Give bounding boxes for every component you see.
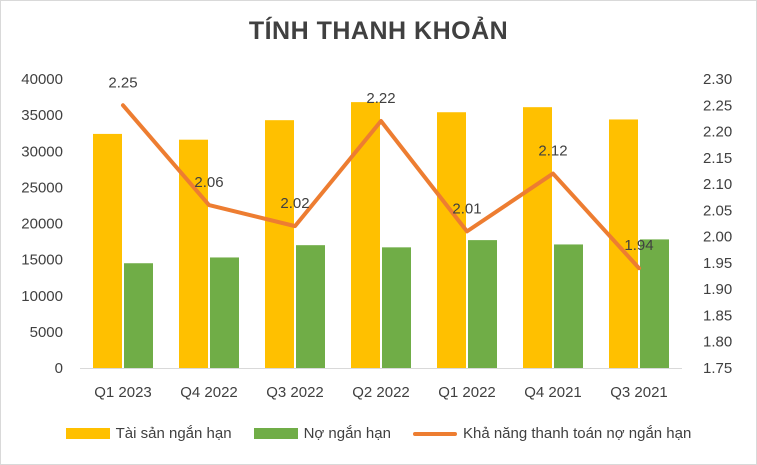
x-tick-label: Q2 2022	[352, 384, 410, 401]
y-right-tick-label: 2.00	[703, 229, 732, 246]
y-right-tick-label: 2.25	[703, 97, 732, 114]
y-right-tick-label: 1.90	[703, 281, 732, 298]
y-left-tick-label: 5000	[30, 324, 63, 341]
legend-label-no: Nợ ngắn hạn	[303, 425, 391, 442]
legend-item-kha-nang: Khả năng thanh toán nợ ngắn hạn	[412, 425, 692, 442]
legend-swatch-no	[253, 428, 298, 439]
legend-swatch-kha-nang	[412, 431, 457, 436]
bar-no	[468, 240, 497, 368]
line-data-label: 2.06	[194, 174, 223, 191]
y-left-tick-label: 25000	[21, 179, 63, 196]
legend-item-no: Nợ ngắn hạn	[253, 425, 391, 442]
bar-tai-san	[93, 133, 122, 368]
bar-tai-san	[265, 120, 294, 369]
y-left-tick-label: 40000	[21, 71, 63, 88]
legend-label-kha-nang: Khả năng thanh toán nợ ngắn hạn	[462, 425, 692, 442]
x-tick-label: Q4 2022	[180, 384, 238, 401]
y-left-tick-label: 35000	[21, 107, 63, 124]
line-data-label: 1.94	[624, 237, 653, 254]
legend-swatch-tai-san	[65, 428, 110, 439]
line-data-label: 2.22	[366, 90, 395, 107]
y-right-tick-label: 2.15	[703, 150, 732, 167]
x-tick-label: Q1 2022	[438, 384, 496, 401]
x-tick-label: Q1 2023	[94, 384, 152, 401]
bar-no	[640, 239, 669, 368]
bar-tai-san	[351, 102, 380, 369]
y-left-tick-label: 15000	[21, 252, 63, 269]
line-data-label: 2.25	[108, 74, 137, 91]
y-right-tick-label: 1.95	[703, 255, 732, 272]
chart-plot: 0 5000 10000 15000 20000 25000 30000 35000 40000…	[21, 71, 732, 401]
bar-no	[296, 245, 325, 368]
bar-tai-san	[609, 119, 638, 369]
y-right-tick-label: 2.10	[703, 176, 732, 193]
line-data-label: 2.01	[452, 200, 481, 217]
bar-no	[210, 257, 239, 368]
line-kha-nang	[121, 103, 641, 271]
y-right-tick-label: 2.30	[703, 71, 732, 88]
line-data-label: 2.02	[280, 195, 309, 212]
x-tick-label: Q3 2022	[266, 384, 324, 401]
x-tick-label: Q3 2021	[610, 384, 668, 401]
line-data-label: 2.12	[538, 143, 567, 160]
y-right-tick-label: 1.85	[703, 307, 732, 324]
y-left-tick-label: 10000	[21, 288, 63, 305]
x-tick-label: Q4 2021	[524, 384, 582, 401]
legend-item-tai-san: Tài sản ngắn hạn	[65, 425, 232, 442]
y-right-tick-label: 2.20	[703, 124, 732, 141]
bar-no	[124, 263, 153, 368]
chart-title: TÍNH THANH KHOẢN	[248, 17, 509, 45]
legend-label-tai-san: Tài sản ngắn hạn	[115, 425, 232, 442]
y-right-tick-label: 1.75	[703, 360, 732, 377]
y-left-tick-label: 30000	[21, 143, 63, 160]
y-left-tick-label: 20000	[21, 216, 63, 233]
bar-tai-san	[437, 112, 466, 368]
chart-legend: Tài sản ngắn hạn Nợ ngắn hạn Khả năng th…	[1, 425, 756, 442]
bar-tai-san	[523, 107, 552, 369]
y-right-tick-label: 1.80	[703, 334, 732, 351]
y-right-tick-label: 2.05	[703, 202, 732, 219]
bar-no	[554, 244, 583, 368]
y-left-tick-label: 0	[55, 360, 63, 377]
bar-no	[382, 247, 411, 368]
